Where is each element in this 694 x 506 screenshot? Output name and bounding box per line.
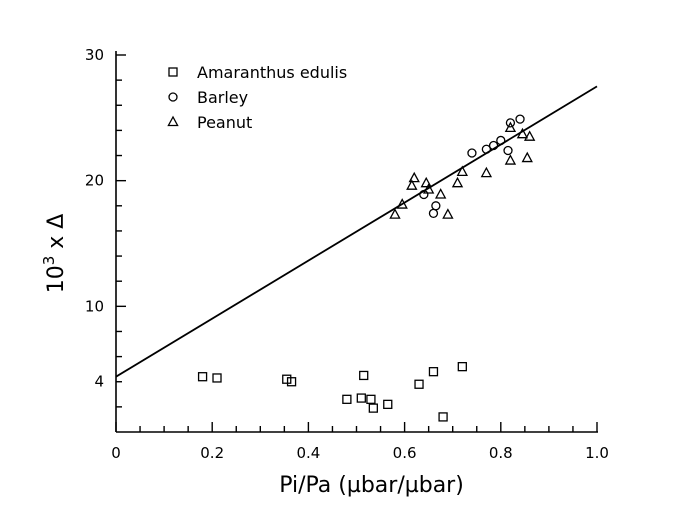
point-amaranthus-edulis: [212, 373, 222, 383]
ticks: 0 0.2 0.4 0.6 0.8 1.0 4 10 20 30: [85, 46, 609, 462]
y-axis-title: 103 x Δ: [40, 214, 69, 294]
point-peanut: [504, 121, 517, 133]
point-peanut: [422, 183, 435, 194]
legend-marker-peanut: [167, 115, 179, 127]
point-peanut: [521, 151, 533, 163]
point-peanut: [504, 154, 517, 165]
x-tick-label: 0: [111, 444, 121, 462]
x-tick-label: 0.6: [393, 444, 417, 462]
legend: Amaranthus edulis Barley Peanut: [167, 63, 347, 132]
y-tick-label: 20: [85, 172, 104, 190]
point-barley: [503, 145, 513, 156]
point-peanut: [442, 208, 454, 219]
x-tick-label: 0.8: [489, 444, 513, 462]
point-barley: [488, 140, 499, 151]
point-amaranthus-edulis: [368, 403, 378, 413]
legend-marker-barley: [168, 92, 178, 102]
x-tick-label: 0.4: [296, 444, 320, 462]
y-axis-title-base: 10: [44, 265, 69, 293]
x-tick-label: 0.2: [200, 444, 224, 462]
point-peanut: [523, 130, 536, 141]
legend-label-peanut: Peanut: [197, 113, 252, 132]
point-peanut: [456, 165, 469, 177]
x-axis-title: Pi/Pa (µbar/µbar): [279, 473, 464, 498]
y-tick-label: 30: [85, 46, 104, 64]
y-axis-title-rest: x Δ: [44, 214, 69, 256]
point-peanut: [434, 188, 447, 199]
point-amaranthus-edulis: [438, 412, 448, 422]
point-peanut: [516, 127, 529, 139]
fit-line-group: [115, 85, 598, 378]
point-amaranthus-edulis: [359, 370, 369, 381]
point-amaranthus-edulis: [414, 379, 424, 389]
y-tick-label: 10: [85, 297, 104, 315]
point-amaranthus-edulis: [457, 362, 467, 372]
axes: [115, 51, 598, 433]
point-peanut: [451, 176, 464, 188]
point-peanut: [420, 176, 432, 188]
data-points: [197, 114, 536, 422]
point-barley: [505, 118, 516, 128]
point-peanut: [408, 171, 420, 183]
legend-label-amaranthus-edulis: Amaranthus edulis: [197, 63, 347, 82]
point-barley: [431, 201, 441, 211]
y-tick-label: 4: [94, 373, 104, 391]
point-amaranthus-edulis: [342, 394, 352, 404]
point-amaranthus-edulis: [383, 399, 393, 410]
point-barley: [496, 135, 506, 146]
point-amaranthus-edulis: [428, 367, 439, 377]
regression-line: [115, 85, 598, 378]
point-amaranthus-edulis: [286, 377, 297, 387]
point-barley: [481, 144, 492, 154]
point-barley: [428, 208, 439, 218]
x-tick-label: 1.0: [585, 444, 609, 462]
point-amaranthus-edulis: [197, 372, 208, 382]
point-peanut: [396, 198, 408, 209]
point-barley: [467, 148, 477, 158]
legend-label-barley: Barley: [197, 88, 248, 107]
point-amaranthus-edulis: [366, 394, 376, 404]
point-peanut: [406, 179, 418, 190]
point-barley: [515, 114, 525, 124]
point-peanut: [480, 166, 493, 178]
point-peanut: [389, 208, 401, 219]
point-barley: [419, 189, 429, 200]
y-axis-title-exponent: 3: [40, 256, 58, 266]
point-amaranthus-edulis: [356, 393, 366, 403]
point-amaranthus-edulis: [282, 374, 292, 384]
legend-marker-amaranthus-edulis: [168, 67, 178, 77]
